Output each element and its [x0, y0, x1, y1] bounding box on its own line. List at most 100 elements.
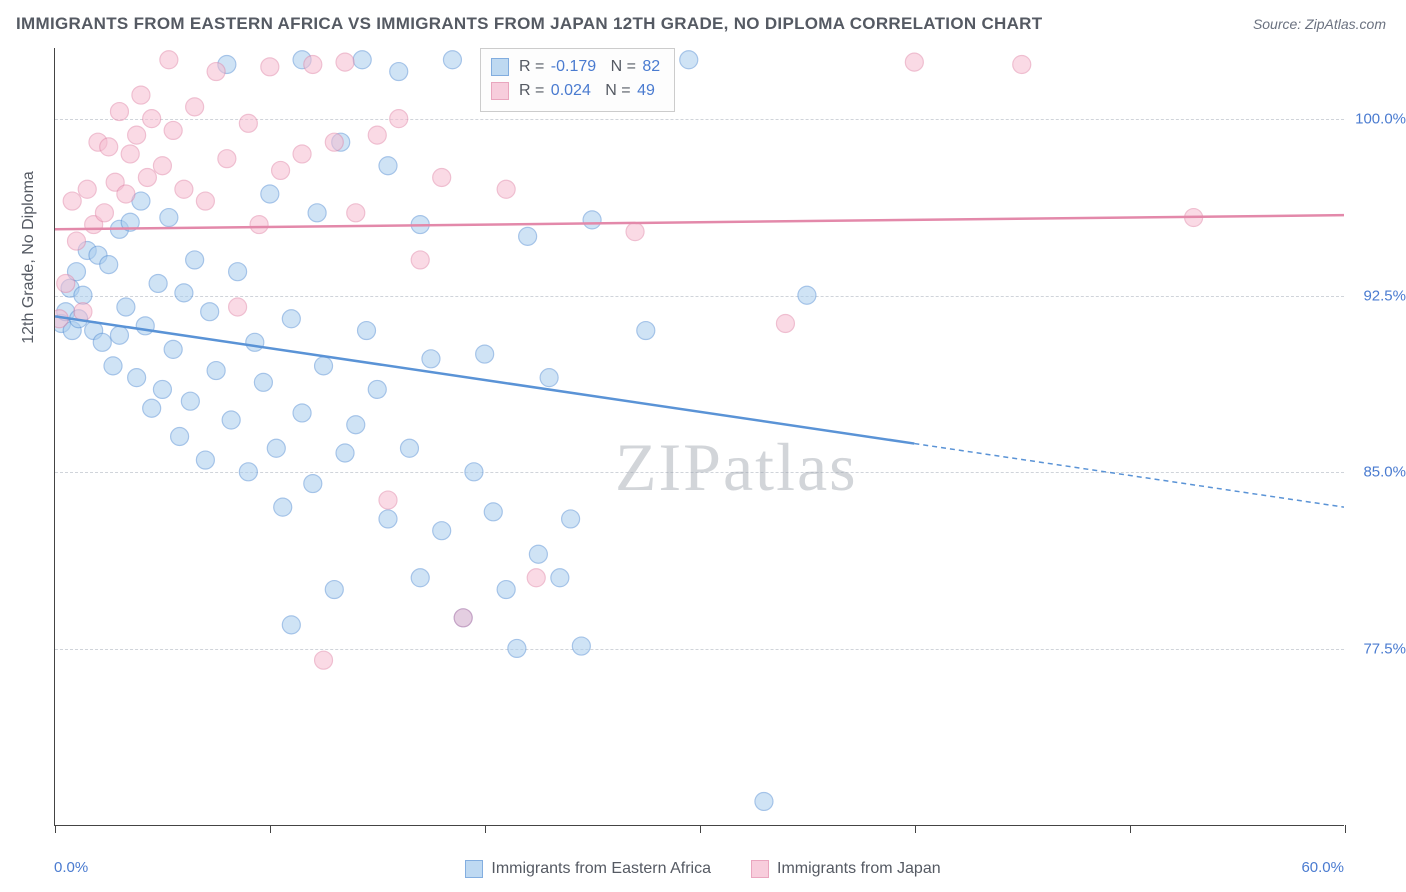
stat-n-blue: 82	[642, 58, 660, 75]
stat-n-label: N = 82	[606, 55, 660, 79]
y-tick-label: 77.5%	[1363, 641, 1406, 658]
scatter-point	[254, 373, 272, 391]
plot-area: ZIPatlas 77.5%85.0%92.5%100.0%	[54, 48, 1344, 826]
source-attribution: Source: ZipAtlas.com	[1253, 16, 1386, 32]
scatter-point	[117, 185, 135, 203]
stat-r-label: R = -0.179	[519, 55, 596, 79]
scatter-point	[368, 380, 386, 398]
y-axis-label: 12th Grade, No Diploma	[20, 171, 38, 344]
scatter-point	[95, 204, 113, 222]
x-tick	[1345, 825, 1346, 833]
scatter-point	[379, 491, 397, 509]
x-tick	[485, 825, 486, 833]
scatter-point	[207, 362, 225, 380]
scatter-point	[239, 463, 257, 481]
scatter-point	[246, 333, 264, 351]
scatter-point	[143, 110, 161, 128]
scatter-point	[229, 263, 247, 281]
stats-row-blue: R = -0.179 N = 82	[491, 55, 660, 79]
scatter-point	[267, 439, 285, 457]
scatter-point	[680, 51, 698, 69]
stats-row-pink: R = 0.024 N = 49	[491, 79, 660, 103]
legend-item-pink: Immigrants from Japan	[751, 860, 941, 878]
scatter-point	[74, 286, 92, 304]
scatter-point	[274, 498, 292, 516]
stat-n-label: N = 49	[601, 79, 655, 103]
scatter-point	[78, 180, 96, 198]
scatter-point	[540, 369, 558, 387]
scatter-point	[261, 185, 279, 203]
y-tick-label: 92.5%	[1363, 287, 1406, 304]
scatter-point	[222, 411, 240, 429]
trend-line	[55, 316, 914, 443]
scatter-point	[143, 399, 161, 417]
scatter-point	[637, 322, 655, 340]
scatter-point	[104, 357, 122, 375]
scatter-point	[411, 569, 429, 587]
scatter-point	[74, 303, 92, 321]
scatter-point	[110, 103, 128, 121]
stats-marker-blue	[491, 58, 509, 76]
scatter-point	[239, 114, 257, 132]
scatter-point	[626, 223, 644, 241]
scatter-point	[519, 227, 537, 245]
stat-r-label: R = 0.024	[519, 79, 591, 103]
scatter-point	[293, 404, 311, 422]
scatter-point	[196, 192, 214, 210]
scatter-point	[196, 451, 214, 469]
scatter-point	[304, 55, 322, 73]
scatter-point	[153, 380, 171, 398]
scatter-point	[905, 53, 923, 71]
scatter-point	[250, 216, 268, 234]
scatter-point	[336, 53, 354, 71]
scatter-point	[304, 475, 322, 493]
scatter-point	[325, 581, 343, 599]
scatter-point	[57, 274, 75, 292]
scatter-point	[207, 63, 225, 81]
scatter-point	[1013, 55, 1031, 73]
legend-label-pink: Immigrants from Japan	[777, 860, 941, 878]
legend-square-pink	[751, 860, 769, 878]
scatter-point	[336, 444, 354, 462]
scatter-point	[527, 569, 545, 587]
chart-title: IMMIGRANTS FROM EASTERN AFRICA VS IMMIGR…	[16, 14, 1042, 34]
scatter-point	[117, 298, 135, 316]
scatter-point	[229, 298, 247, 316]
scatter-point	[261, 58, 279, 76]
scatter-point	[529, 545, 547, 563]
scatter-point	[411, 251, 429, 269]
plot-svg	[55, 48, 1344, 825]
scatter-point	[164, 121, 182, 139]
scatter-point	[476, 345, 494, 363]
scatter-point	[484, 503, 502, 521]
scatter-point	[138, 169, 156, 187]
y-tick-label: 100.0%	[1355, 110, 1406, 127]
scatter-point	[390, 63, 408, 81]
scatter-point	[508, 639, 526, 657]
scatter-point	[379, 510, 397, 528]
scatter-point	[63, 192, 81, 210]
scatter-point	[497, 581, 515, 599]
scatter-point	[160, 209, 178, 227]
scatter-point	[100, 138, 118, 156]
scatter-point	[422, 350, 440, 368]
scatter-point	[325, 133, 343, 151]
scatter-point	[497, 180, 515, 198]
scatter-point	[93, 333, 111, 351]
scatter-point	[272, 161, 290, 179]
scatter-point	[171, 428, 189, 446]
legend-label-blue: Immigrants from Eastern Africa	[491, 860, 711, 878]
scatter-point	[347, 204, 365, 222]
scatter-point	[201, 303, 219, 321]
scatter-point	[186, 98, 204, 116]
scatter-point	[149, 274, 167, 292]
x-tick	[55, 825, 56, 833]
x-tick	[270, 825, 271, 833]
scatter-point	[136, 317, 154, 335]
scatter-point	[551, 569, 569, 587]
scatter-point	[293, 145, 311, 163]
x-tick	[915, 825, 916, 833]
scatter-point	[379, 157, 397, 175]
stats-marker-pink	[491, 82, 509, 100]
scatter-point	[433, 522, 451, 540]
